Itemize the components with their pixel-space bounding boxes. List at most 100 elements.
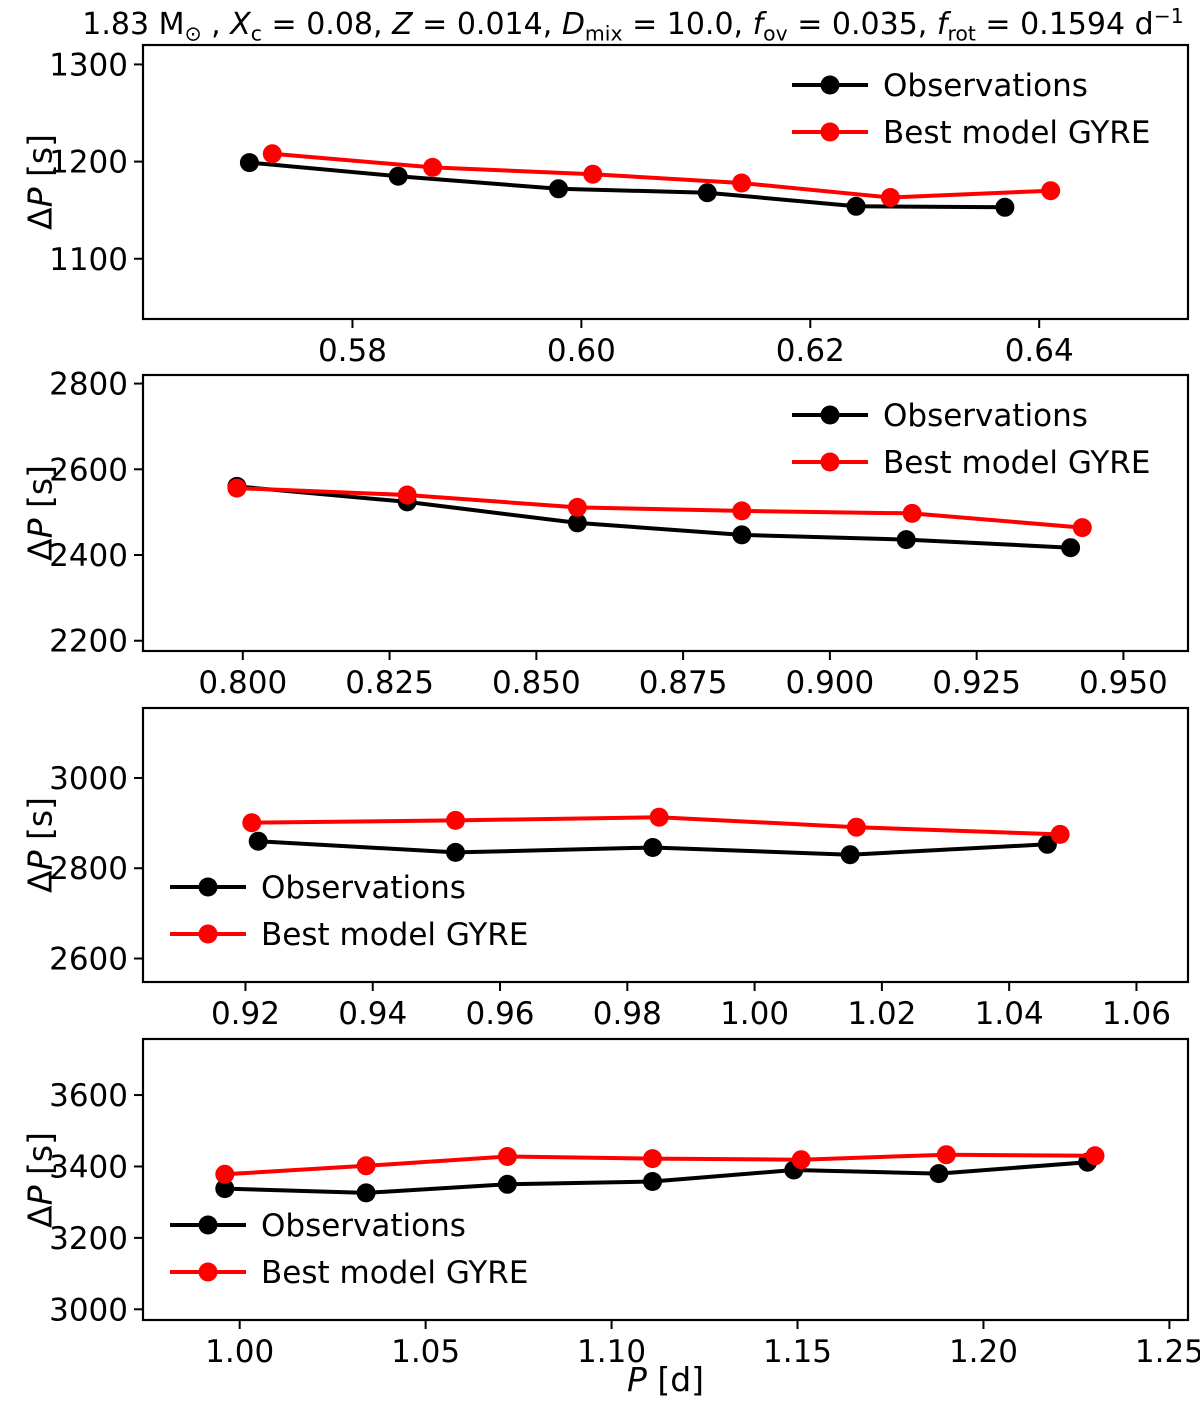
legend-label: Best model GYRE [883,445,1150,481]
y-tick-label: 2600 [49,942,128,978]
axes-frame [141,1037,1190,1322]
x-tick-label: 1.00 [720,996,789,1032]
y-axis-label-3: ΔP [s] [21,797,60,893]
data-point-observations [929,1164,949,1184]
legend-label: Best model GYRE [261,917,528,953]
x-tick-label: 1.06 [1102,996,1171,1032]
legend-sample-marker [198,1215,218,1235]
legend-sample-marker [820,405,840,425]
y-tick-label: 3400 [49,1149,128,1185]
label-fragment: = 10.0, [622,7,753,43]
data-point-observations [840,845,860,865]
label-fragment: , [201,7,231,43]
y-tick-label: 2400 [49,538,128,574]
legend-sample-marker [820,122,840,142]
label-fragment: P [20,1185,60,1206]
data-point-best-model-gyre [242,813,262,833]
axes-frame [141,43,1190,321]
data-point-best-model-gyre [227,478,247,498]
label-fragment: [s] [20,1132,60,1186]
label-fragment: rot [947,21,976,46]
label-fragment: D [561,7,585,43]
x-tick-label: 0.925 [932,665,1021,701]
x-tick-label: 1.25 [1135,1334,1200,1370]
x-tick-label: 0.60 [547,333,616,369]
legend-sample-marker [820,452,840,472]
y-tick-label: 1200 [49,145,128,181]
data-point-best-model-gyre [846,817,866,837]
data-point-best-model-gyre [643,1149,662,1169]
data-point-best-model-gyre [446,810,465,830]
data-point-observations [643,838,663,857]
y-tick-label: 2200 [49,624,128,660]
data-point-best-model-gyre [791,1150,811,1170]
label-fragment: P [626,1360,647,1399]
label-fragment: f [936,7,948,43]
y-axis-label-2: ΔP [s] [21,465,60,561]
data-point-observations [697,183,717,203]
x-tick-label: 1.05 [391,1334,460,1370]
x-tick-label: 0.900 [786,665,875,701]
label-fragment: Δ [20,1205,60,1228]
x-tick-label: 0.950 [1079,665,1168,701]
data-point-best-model-gyre [732,173,752,193]
data-point-observations [549,179,568,199]
series-line-observations [247,160,1007,210]
legend-label: Observations [261,870,466,906]
y-tick-label: 3000 [49,1292,128,1328]
x-tick-label: 1.02 [847,996,916,1032]
legend-sample-marker [820,75,840,95]
x-tick-label: 1.15 [763,1334,832,1370]
data-point-observations [643,1172,662,1191]
y-tick-label: 3600 [49,1078,128,1114]
data-point-best-model-gyre [262,144,282,164]
legend-sample-marker [198,924,218,944]
label-fragment: = 0.035, [787,7,937,43]
label-fragment: [s] [20,465,60,519]
data-point-best-model-gyre [649,807,669,827]
data-point-best-model-gyre [583,164,603,184]
panel-2: 0.800 0.825 0.850 0.875 0.900 0.925 0.950 2200 2… [49,367,1190,701]
legend-label: Best model GYRE [261,1255,528,1291]
data-point-best-model-gyre [1072,518,1092,538]
label-fragment: Δ [20,207,60,230]
data-point-best-model-gyre [356,1156,376,1176]
data-point-observations [846,196,866,216]
y-tick-label: 1300 [49,47,128,83]
legend-label: Observations [883,398,1088,434]
x-tick-label: 1.00 [205,1334,274,1370]
x-tick-label: 0.875 [639,665,728,701]
y-tick-label: 3000 [49,761,128,797]
label-fragment: X [230,7,251,43]
x-tick-label: 1.10 [577,1334,646,1370]
legend-sample-marker [198,877,218,897]
y-tick-label: 1100 [49,242,128,278]
data-point-best-model-gyre [397,485,417,505]
legend-label: Observations [883,68,1088,104]
legend-label: Observations [261,1208,466,1244]
axes-frame [141,373,1190,653]
series-line-best-model-gyre [270,151,1053,200]
x-tick-label: 0.64 [1005,333,1074,369]
x-tick-label: 0.92 [211,996,280,1032]
data-point-observations [1061,538,1081,558]
x-axis-label: P [d] [143,1360,1188,1399]
figure-title: 1.83 M⊙ , Xc = 0.08, Z = 0.014, Dmix = 1… [78,4,1188,46]
legend-sample-marker [198,1262,218,1282]
data-point-observations [239,153,259,173]
label-fragment: c [250,21,262,46]
label-fragment: = 0.08, [262,7,393,43]
label-fragment: ⊙ [184,21,202,46]
label-fragment: [s] [20,797,60,851]
label-fragment: −1 [1153,4,1184,28]
panel-4: 1.00 1.05 1.10 1.15 1.20 1.25 3000 3200 3400 3600… [49,1037,1200,1370]
label-fragment: P [20,850,60,871]
data-point-observations [356,1183,376,1203]
x-tick-label: 0.62 [776,333,845,369]
label-fragment: [s] [20,134,60,188]
x-tick-label: 1.20 [949,1334,1018,1370]
x-tick-label: 0.96 [466,996,535,1032]
y-tick-label: 2800 [49,367,128,403]
